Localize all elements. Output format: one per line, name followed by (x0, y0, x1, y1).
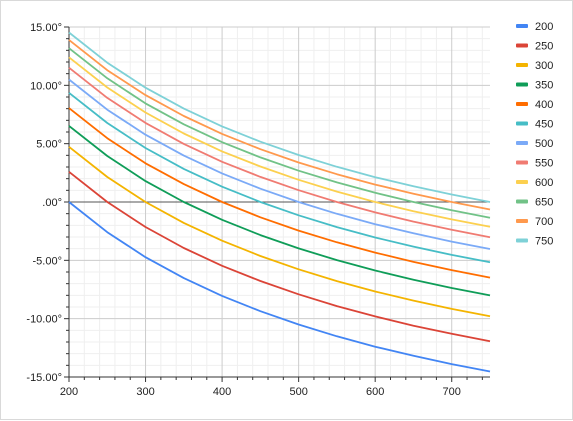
legend-label-500: 500 (535, 138, 553, 150)
legend-swatch-350 (516, 82, 528, 87)
legend-label-600: 600 (535, 177, 553, 189)
x-tick-label: 300 (136, 386, 154, 398)
legend-label-400: 400 (535, 99, 553, 111)
series-line-450 (68, 92, 491, 264)
legend-swatch-750 (516, 238, 528, 243)
series-line-300 (68, 146, 491, 318)
legend-label-450: 450 (535, 119, 553, 131)
legend-label-350: 350 (535, 80, 553, 92)
axes (64, 26, 490, 382)
legend-swatch-500 (516, 141, 528, 145)
legend-swatch-250 (516, 43, 528, 48)
series-line-200 (68, 201, 491, 373)
y-tick-label: .00° (42, 197, 62, 209)
legend-label-200: 200 (535, 21, 553, 33)
legend: 200 250 300 350 400 450 500 550 600 650 700 750 (516, 21, 553, 248)
series-line-500 (68, 78, 491, 250)
series-line-250 (68, 171, 491, 343)
legend-swatch-550 (516, 160, 528, 165)
x-tick-label: 400 (213, 386, 231, 398)
y-tick-label: 10.00° (30, 80, 62, 92)
y-tick-label: 15.00° (30, 22, 62, 34)
legend-swatch-600 (516, 180, 528, 184)
y-tick-label: -10.00° (26, 314, 62, 326)
x-tick-label: 500 (289, 386, 307, 398)
series-line-650 (68, 47, 491, 219)
legend-label-550: 550 (535, 158, 553, 170)
series-line-600 (68, 56, 491, 228)
series-line-550 (68, 66, 491, 239)
legend-swatch-700 (516, 219, 528, 223)
legend-label-250: 250 (535, 41, 553, 53)
x-tick-label: 600 (366, 386, 384, 398)
legend-label-650: 650 (535, 197, 553, 209)
series-line-400 (68, 107, 491, 279)
series-line-700 (68, 39, 491, 211)
series-lines (68, 31, 491, 373)
legend-swatch-200 (516, 24, 528, 28)
legend-swatch-400 (516, 102, 528, 106)
series-line-750 (68, 31, 491, 203)
legend-label-750: 750 (535, 236, 553, 248)
series-line-350 (68, 125, 491, 297)
legend-swatch-450 (516, 121, 528, 126)
legend-label-300: 300 (535, 60, 553, 72)
y-tick-label: -15.00° (26, 372, 62, 384)
y-tick-label: -5.00° (33, 255, 62, 267)
x-tick-label: 700 (443, 386, 461, 398)
legend-swatch-300 (516, 63, 528, 67)
y-tick-label: 5.00° (36, 139, 62, 151)
y-tick-labels: 15.00° 10.00° 5.00° .00° -5.00° -10.00° -15.00… (26, 22, 62, 384)
x-tick-label: 200 (60, 386, 78, 398)
legend-label-700: 700 (535, 216, 553, 228)
x-tick-labels: 200 300 400 500 600 700 (60, 386, 461, 398)
legend-swatch-650 (516, 199, 528, 204)
